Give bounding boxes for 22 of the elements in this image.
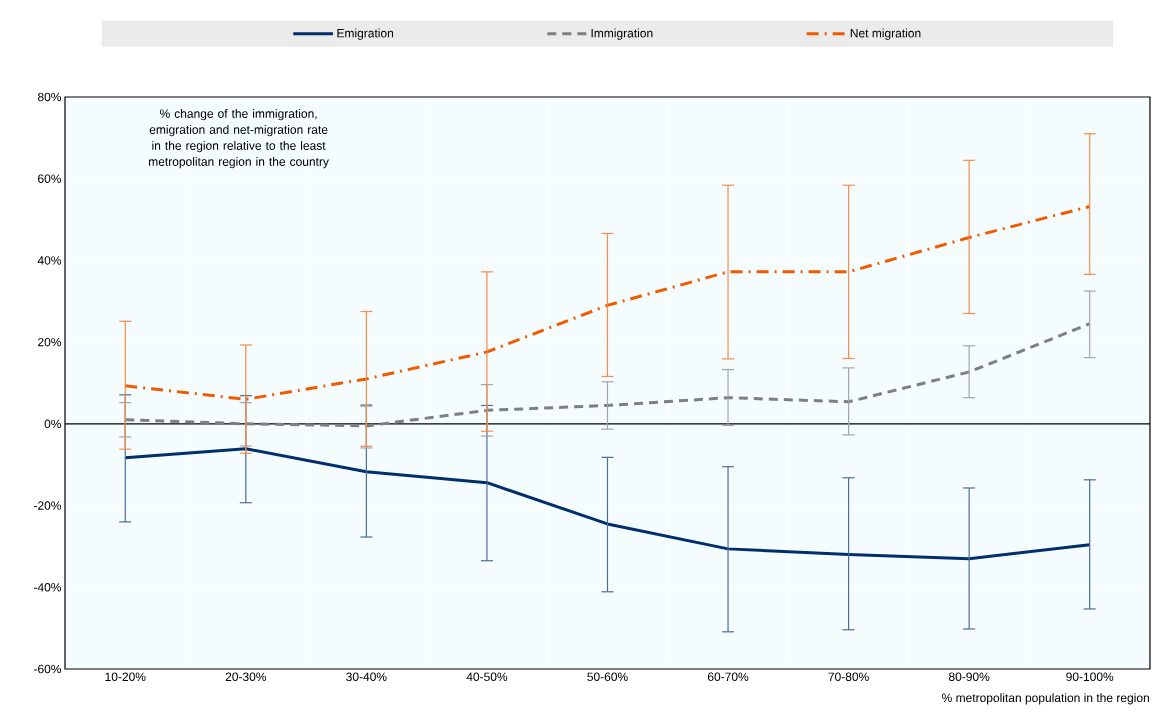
x-tick-label: 40-50%: [466, 672, 508, 682]
annotation: % change of the immigration, emigration and net-migration rate in the region relative to the least metropolitan region in the country: [149, 109, 329, 169]
y-tick-label: -20%: [34, 501, 62, 510]
x-tick-label: 70-80%: [828, 672, 869, 682]
x-tick-label: 80-90%: [948, 672, 990, 682]
x-tick-label: 30-40%: [346, 672, 387, 682]
x-tick-label: 90-100%: [1066, 672, 1114, 682]
y-tick-label: -60%: [34, 664, 62, 674]
legend-label: Emigration: [337, 28, 394, 40]
x-tick-label: 60-70%: [707, 672, 749, 682]
y-tick-label: 60%: [38, 174, 62, 183]
y-tick-label: 80%: [37, 92, 62, 102]
y-tick-label: 20%: [38, 337, 62, 347]
y-tick-label: -40%: [34, 583, 62, 592]
x-axis-title: % metropolitan population in the region: [942, 693, 1149, 705]
x-tick-label: 50-60%: [587, 672, 628, 682]
legend-label: Net migration: [850, 28, 921, 40]
x-tick-label: 20-30%: [225, 672, 267, 682]
y-tick-label: 40%: [37, 256, 62, 265]
legend-label: Immigration: [591, 28, 653, 40]
x-tick-label: 10-20%: [105, 672, 146, 682]
y-tick-label: 0%: [44, 419, 62, 429]
